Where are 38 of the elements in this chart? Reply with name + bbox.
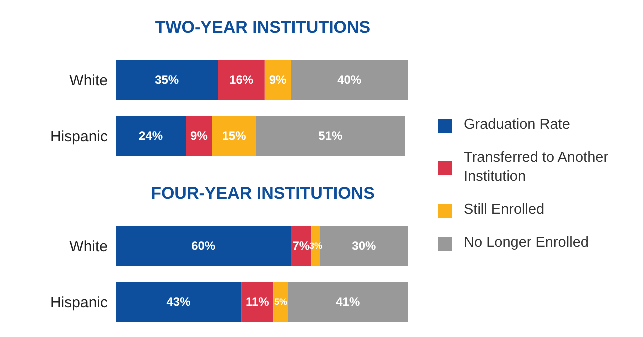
bar [288,282,408,322]
bar [186,116,212,156]
bar [116,116,186,156]
data-label: 5% [274,297,288,307]
bar [116,282,242,322]
legend-label: Transferred to Another Institution [464,149,610,187]
data-label: 41% [336,295,360,309]
bar [291,60,408,100]
bar [116,60,218,100]
bar [274,282,288,322]
data-label: 43% [166,295,192,309]
bar [218,60,265,100]
y-tick-label: White [70,72,108,90]
data-label: 15% [222,129,247,143]
data-label: 30% [352,239,377,253]
data-label: 9% [190,129,208,143]
bar [264,60,292,100]
y-tick-label: White [70,238,108,256]
legend-label: Graduation Rate [464,116,572,135]
bar [256,116,406,156]
y-tick-label: Hispanic [50,294,108,312]
data-label: 16% [230,73,254,87]
data-label: 7% [292,239,310,253]
data-label: 35% [155,73,180,87]
chart-title: TWO-YEAR INSTITUTIONS [154,18,372,39]
data-label: 11% [246,295,270,309]
data-label: 40% [338,73,362,87]
data-label: 9% [269,73,288,87]
data-label: 51% [318,129,343,143]
data-label: 24% [139,129,164,143]
legend-label: Still Enrolled [464,201,546,220]
data-label: 60% [192,239,216,253]
chart-title: FOUR-YEAR INSTITUTIONS [150,184,376,205]
bar [116,226,292,266]
bar [242,282,274,322]
bar [212,116,256,156]
y-tick-label: Hispanic [50,128,108,146]
legend-label: No Longer Enrolled [464,234,590,253]
